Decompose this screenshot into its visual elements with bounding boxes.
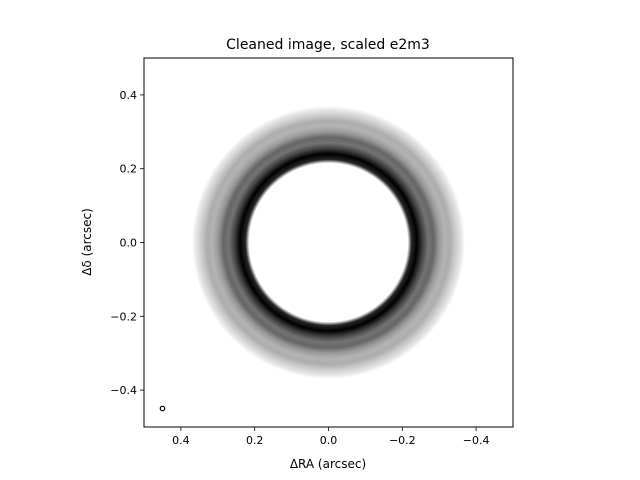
x-axis-label: ΔRA (arcsec)	[290, 457, 366, 471]
x-tick-label: 0.4	[172, 434, 190, 447]
x-axis: 0.4 0.2 0.0 −0.2 −0.4	[172, 427, 489, 447]
y-tick-label: −0.4	[110, 384, 137, 397]
x-tick-label: −0.2	[389, 434, 416, 447]
x-tick-label: −0.4	[463, 434, 490, 447]
x-tick-label: 0.0	[320, 434, 338, 447]
image-area	[144, 58, 513, 427]
y-tick-label: 0.4	[120, 89, 138, 102]
chart-title: Cleaned image, scaled e2m3	[226, 37, 430, 53]
disk-emission	[191, 105, 466, 380]
beam-ellipse	[159, 405, 166, 412]
y-tick-label: 0.0	[120, 237, 138, 250]
y-axis: 0.4 0.2 0.0 −0.2 −0.4	[110, 89, 144, 397]
x-tick-label: 0.2	[246, 434, 264, 447]
y-tick-label: −0.2	[110, 310, 137, 323]
y-tick-label: 0.2	[120, 163, 138, 176]
y-axis-label: Δδ (arcsec)	[80, 208, 94, 276]
